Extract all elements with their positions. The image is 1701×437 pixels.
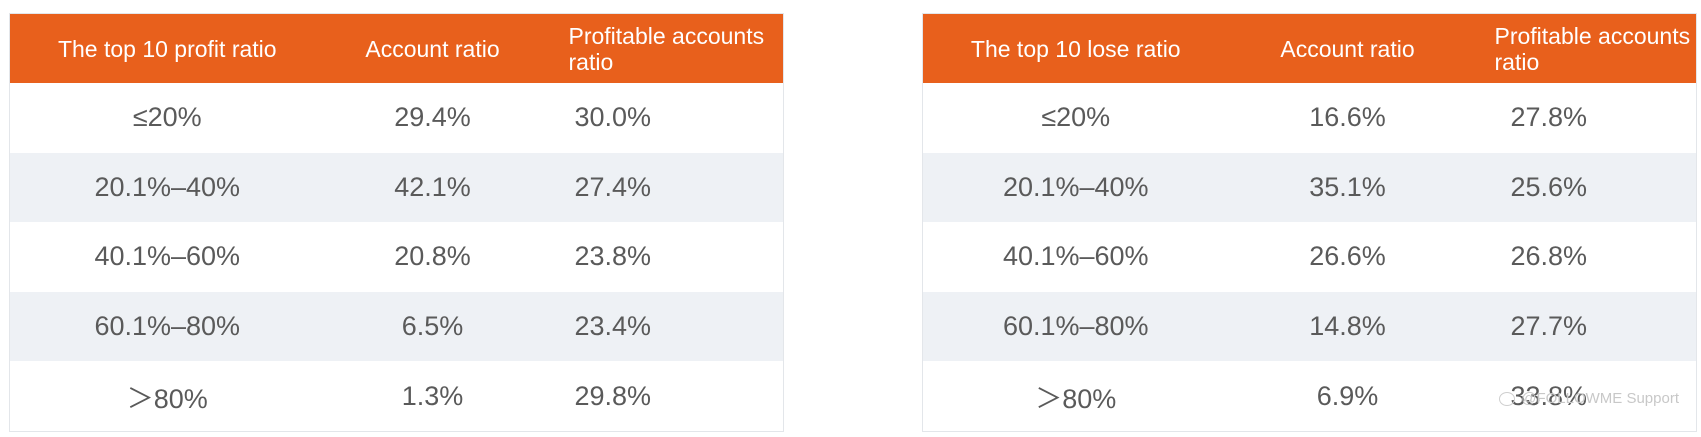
header-row: The top 10 lose ratio Account ratio Prof… (922, 13, 1697, 83)
account-ratio-cell: 26.6% (1228, 222, 1467, 292)
table-row: 40.1%–60% 26.6% 26.8% (922, 222, 1697, 292)
table-row: 40.1%–60% 20.8% 23.8% (9, 222, 784, 292)
profitable-ratio-cell: 29.8% (540, 361, 784, 432)
profitable-ratio-cell: 23.8% (540, 222, 784, 292)
account-ratio-cell: 42.1% (324, 152, 541, 223)
range-cell: ＞80% (9, 361, 325, 432)
range-cell: 40.1%–60% (922, 222, 1229, 292)
account-ratio-cell: 29.4% (324, 83, 541, 153)
chat-bubble-icon (1499, 391, 1516, 406)
profitable-ratio-cell: 27.4% (540, 152, 784, 223)
table-row: 60.1%–80% 6.5% 23.4% (9, 291, 784, 362)
range-cell: 60.1%–80% (9, 291, 325, 362)
account-ratio-cell: 20.8% (324, 222, 541, 292)
profitable-ratio-cell: 30.0% (540, 83, 784, 153)
column-header: The top 10 lose ratio (922, 13, 1229, 83)
range-cell: ＞80% (922, 361, 1229, 432)
account-ratio-cell: 6.9% (1228, 361, 1467, 432)
watermark: @FOLLOWME Support (1499, 390, 1679, 407)
range-cell: 20.1%–40% (922, 152, 1229, 223)
account-ratio-cell: 1.3% (324, 361, 541, 432)
column-header: Profitable accounts ratio (540, 13, 784, 83)
account-ratio-cell: 14.8% (1228, 291, 1467, 362)
profitable-ratio-cell: 25.6% (1466, 152, 1697, 223)
profit-ratio-table: The top 10 profit ratio Account ratio Pr… (9, 13, 784, 432)
range-cell: ≤20% (9, 83, 325, 153)
column-header: Account ratio (1228, 13, 1467, 83)
table-row: 60.1%–80% 14.8% 27.7% (922, 291, 1697, 362)
table-row: 20.1%–40% 35.1% 25.6% (922, 152, 1697, 223)
column-header: The top 10 profit ratio (9, 13, 325, 83)
account-ratio-cell: 6.5% (324, 291, 541, 362)
profitable-ratio-cell: 23.4% (540, 291, 784, 362)
range-cell: ≤20% (922, 83, 1229, 153)
range-cell: 20.1%–40% (9, 152, 325, 223)
range-cell: 60.1%–80% (922, 291, 1229, 362)
profitable-ratio-cell: 27.8% (1466, 83, 1697, 153)
profitable-ratio-cell: 27.7% (1466, 291, 1697, 362)
range-cell: 40.1%–60% (9, 222, 325, 292)
header-row: The top 10 profit ratio Account ratio Pr… (9, 13, 784, 83)
lose-ratio-table: The top 10 lose ratio Account ratio Prof… (922, 13, 1697, 432)
column-header: Account ratio (324, 13, 541, 83)
table-row: ≤20% 16.6% 27.8% (922, 83, 1697, 153)
table-row: ≤20% 29.4% 30.0% (9, 83, 784, 153)
account-ratio-cell: 35.1% (1228, 152, 1467, 223)
table-row: 20.1%–40% 42.1% 27.4% (9, 152, 784, 223)
watermark-text: @FOLLOWME Support (1521, 390, 1679, 407)
account-ratio-cell: 16.6% (1228, 83, 1467, 153)
profitable-ratio-cell: 26.8% (1466, 222, 1697, 292)
column-header: Profitable accounts ratio (1466, 13, 1697, 83)
table-row: ＞80% 1.3% 29.8% (9, 361, 784, 432)
